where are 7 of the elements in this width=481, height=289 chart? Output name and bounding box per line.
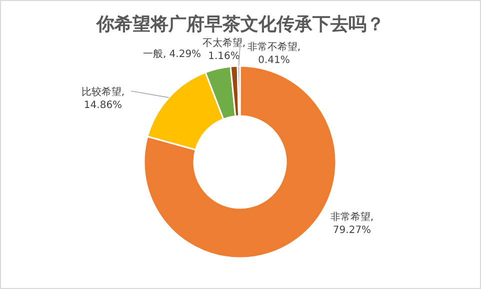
slice-label: 不太希望 <box>202 38 242 49</box>
slice-label: 一般 <box>142 49 163 60</box>
data-label: , 4.29% <box>162 49 202 60</box>
slice-label: 比较希望 <box>81 87 122 98</box>
slice-label: 非常希望 <box>330 212 370 223</box>
slice-label: 非常不希望 <box>247 42 298 53</box>
chart-title: 你希望将广府早茶文化传承下去吗？ <box>96 14 384 35</box>
